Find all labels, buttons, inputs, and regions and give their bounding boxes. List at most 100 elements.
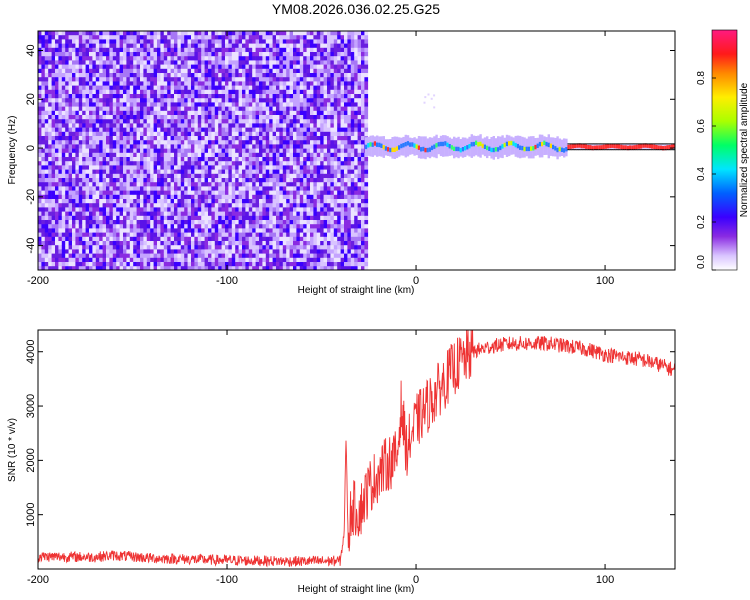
heatmap-cell (194, 173, 199, 179)
heatmap-cell (306, 106, 311, 112)
heatmap-cell (119, 81, 124, 86)
heatmap-cell (143, 68, 148, 74)
heatmap-cell (252, 148, 256, 154)
heatmap-cell (123, 224, 127, 229)
heatmap-cell (252, 169, 256, 175)
heatmap-cell (102, 148, 107, 154)
heatmap-cell (140, 232, 144, 238)
heatmap-cell (123, 81, 127, 86)
heatmap-cell (150, 85, 154, 91)
heatmap-cell (95, 35, 100, 40)
heatmap-cell (123, 77, 127, 82)
heatmap-cell (106, 215, 110, 221)
heatmap-cell (129, 115, 134, 120)
heatmap-cell (170, 207, 175, 212)
heatmap-cell (177, 257, 182, 263)
heatmap-cell (276, 165, 280, 170)
heatmap-cell (316, 152, 321, 158)
heatmap-cell (259, 77, 263, 82)
heatmap-cell (95, 215, 100, 221)
heatmap-cell (167, 102, 171, 107)
heatmap-cell (187, 169, 192, 175)
heatmap-cell (184, 232, 188, 238)
heatmap-cell (163, 262, 168, 267)
heatmap-cell (112, 85, 117, 91)
heatmap-cell (276, 157, 280, 162)
heatmap-cell (238, 182, 243, 187)
heatmap-cell (306, 35, 311, 40)
heatmap-cell (238, 203, 243, 208)
heatmap-cell (177, 123, 182, 128)
heatmap-cell (65, 98, 69, 103)
heatmap-cell (61, 39, 66, 44)
heatmap-cell (187, 173, 192, 179)
heatmap-cell (282, 60, 287, 65)
heatmap-cell (225, 236, 229, 242)
heatmap-cell (286, 31, 290, 36)
heatmap-cell (218, 241, 222, 246)
heatmap-cell (296, 56, 301, 61)
heatmap-cell (167, 173, 171, 179)
heatmap-cell (303, 110, 307, 116)
heatmap-cell (116, 60, 120, 65)
heatmap-cell (320, 220, 324, 225)
heatmap-cell (133, 98, 137, 103)
heatmap-cell (150, 178, 154, 183)
heatmap-cell (160, 266, 165, 270)
heatmap-cell (150, 94, 154, 99)
heatmap-cell (327, 60, 331, 65)
heatmap-cell (72, 73, 76, 78)
heatmap-cell (194, 190, 199, 196)
heatmap-cell (225, 136, 229, 141)
heatmap-cell (191, 215, 195, 221)
heatmap-cell (269, 85, 273, 91)
heatmap-cell (61, 131, 66, 137)
heatmap-cell (136, 43, 141, 49)
heatmap-cell (306, 73, 311, 78)
heatmap-cell (133, 182, 137, 187)
heatmap-cell (282, 98, 287, 103)
heatmap-cell (272, 190, 277, 196)
heatmap-cell (48, 253, 52, 259)
heatmap-cell (197, 31, 202, 36)
heatmap-cell (316, 245, 321, 250)
heatmap-cell (102, 211, 107, 217)
heatmap-cell (228, 161, 233, 166)
heatmap-cell (106, 131, 110, 137)
heatmap-cell (333, 102, 338, 107)
heatmap-cell (316, 241, 321, 246)
heatmap-cell (174, 220, 178, 225)
heatmap-cell (214, 257, 219, 263)
heatmap-cell (61, 266, 66, 270)
heatmap-cell (208, 140, 212, 145)
heatmap-cell (75, 127, 80, 133)
heatmap-cell (140, 106, 144, 112)
heatmap-cell (78, 98, 83, 103)
heatmap-cell (221, 169, 226, 175)
heatmap-cell (265, 253, 270, 259)
heatmap-cell (245, 56, 250, 61)
heatmap-cell (259, 228, 263, 233)
heatmap-cell (289, 161, 294, 166)
heatmap-cell (316, 64, 321, 70)
heatmap-cell (48, 152, 52, 158)
heatmap-cell (102, 228, 107, 233)
heatmap-cell (197, 236, 202, 242)
heatmap-cell (99, 98, 103, 103)
heatmap-cell (150, 52, 154, 57)
heatmap-cell (112, 152, 117, 158)
heatmap-cell (255, 207, 260, 212)
heatmap-cell (201, 207, 205, 212)
heatmap-cell (262, 60, 267, 65)
heatmap-cell (41, 232, 46, 238)
heatmap-cell (55, 249, 59, 254)
heatmap-cell (327, 211, 331, 217)
heatmap-cell (78, 115, 83, 120)
heatmap-cell (201, 52, 205, 57)
heatmap-cell (204, 140, 209, 145)
heatmap-cell (44, 178, 49, 183)
heatmap-cell (160, 262, 165, 267)
heatmap-cell (194, 85, 199, 91)
heatmap-cell (201, 31, 205, 36)
